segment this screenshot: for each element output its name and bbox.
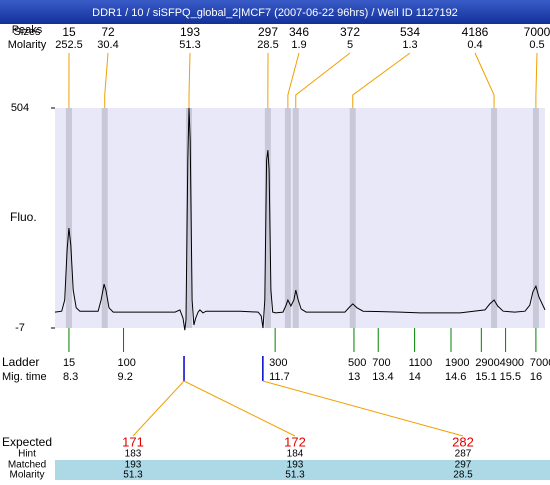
peak-connector bbox=[189, 53, 190, 108]
ladder-size: 4900 bbox=[500, 357, 524, 369]
molarity-label: Molarity bbox=[8, 39, 47, 51]
peak-connector bbox=[296, 53, 350, 108]
peak-molarity: 1.9 bbox=[291, 39, 306, 51]
peak-size: 15 bbox=[62, 25, 76, 39]
match-connector bbox=[184, 381, 295, 436]
peak-molarity: 0.5 bbox=[529, 39, 544, 51]
peak-band bbox=[285, 108, 291, 328]
ladder-label: Ladder bbox=[2, 355, 39, 369]
ladder-size: 1100 bbox=[409, 357, 433, 369]
y-axis-label: Fluo. bbox=[10, 210, 37, 224]
match-expected: 172 bbox=[284, 434, 306, 449]
plot-area bbox=[55, 108, 545, 328]
size-label: Sizes bbox=[14, 26, 41, 38]
mig-time-label: Mig. time bbox=[2, 371, 47, 383]
ladder-size: 7000 bbox=[530, 357, 550, 369]
ladder-size: 500 bbox=[348, 357, 366, 369]
peak-size: 7000 bbox=[524, 25, 550, 39]
chart-title: DDR1 / 10 / siSFPQ_global_2|MCF7 (2007-0… bbox=[92, 7, 458, 19]
ladder-time: 13 bbox=[348, 371, 360, 383]
peak-connector bbox=[105, 53, 108, 108]
ladder-time: 9.2 bbox=[118, 371, 133, 383]
peak-band bbox=[293, 108, 299, 328]
ladder-time: 14 bbox=[409, 371, 421, 383]
ladder-time: 15.1 bbox=[475, 371, 496, 383]
match-connector bbox=[263, 381, 463, 436]
peak-connector bbox=[353, 53, 410, 108]
peak-band bbox=[66, 108, 72, 328]
ladder-size: 700 bbox=[372, 357, 390, 369]
peak-size: 297 bbox=[258, 25, 278, 39]
peak-size: 193 bbox=[180, 25, 200, 39]
peak-size: 4186 bbox=[462, 25, 489, 39]
peak-size: 72 bbox=[101, 25, 115, 39]
match-connector bbox=[133, 381, 184, 436]
peak-size: 346 bbox=[289, 25, 309, 39]
peak-connector bbox=[475, 53, 494, 108]
ladder-time: 13.4 bbox=[372, 371, 393, 383]
peak-molarity: 28.5 bbox=[257, 39, 278, 51]
match-row-label: Molarity bbox=[9, 470, 44, 480]
ladder-size: 1900 bbox=[445, 357, 469, 369]
ladder-size: 100 bbox=[118, 357, 136, 369]
peak-band bbox=[350, 108, 356, 328]
ladder-size: 2900 bbox=[475, 357, 499, 369]
ladder-time: 15.5 bbox=[500, 371, 521, 383]
y-tick-label: -7 bbox=[15, 322, 25, 334]
peak-size: 372 bbox=[340, 25, 360, 39]
match-hint: 183 bbox=[125, 449, 142, 460]
y-tick-label: 504 bbox=[11, 102, 29, 114]
ladder-size: 15 bbox=[63, 357, 75, 369]
peak-molarity: 1.3 bbox=[402, 39, 417, 51]
peak-molarity: 252.5 bbox=[55, 39, 83, 51]
peak-connector bbox=[288, 53, 299, 108]
match-row-label: Hint bbox=[18, 449, 36, 460]
peak-molarity: 0.4 bbox=[467, 39, 482, 51]
match-expected: 282 bbox=[452, 434, 474, 449]
peak-molarity: 51.3 bbox=[179, 39, 200, 51]
peak-band bbox=[491, 108, 497, 328]
ladder-time: 14.6 bbox=[445, 371, 466, 383]
match-hint: 184 bbox=[287, 449, 304, 460]
match-molarity: 51.3 bbox=[123, 470, 143, 480]
peak-size: 534 bbox=[400, 25, 420, 39]
ladder-time: 8.3 bbox=[63, 371, 78, 383]
ladder-size: 300 bbox=[269, 357, 287, 369]
peak-molarity: 5 bbox=[347, 39, 353, 51]
match-hint: 287 bbox=[455, 449, 472, 460]
match-molarity: 51.3 bbox=[285, 470, 305, 480]
match-expected: 171 bbox=[122, 434, 144, 449]
peak-connector bbox=[536, 53, 537, 108]
ladder-time: 16 bbox=[530, 371, 542, 383]
match-molarity: 28.5 bbox=[453, 470, 473, 480]
ladder-time: 11.7 bbox=[269, 371, 290, 383]
match-row-label: Expected bbox=[2, 435, 52, 449]
peak-molarity: 30.4 bbox=[97, 39, 118, 51]
